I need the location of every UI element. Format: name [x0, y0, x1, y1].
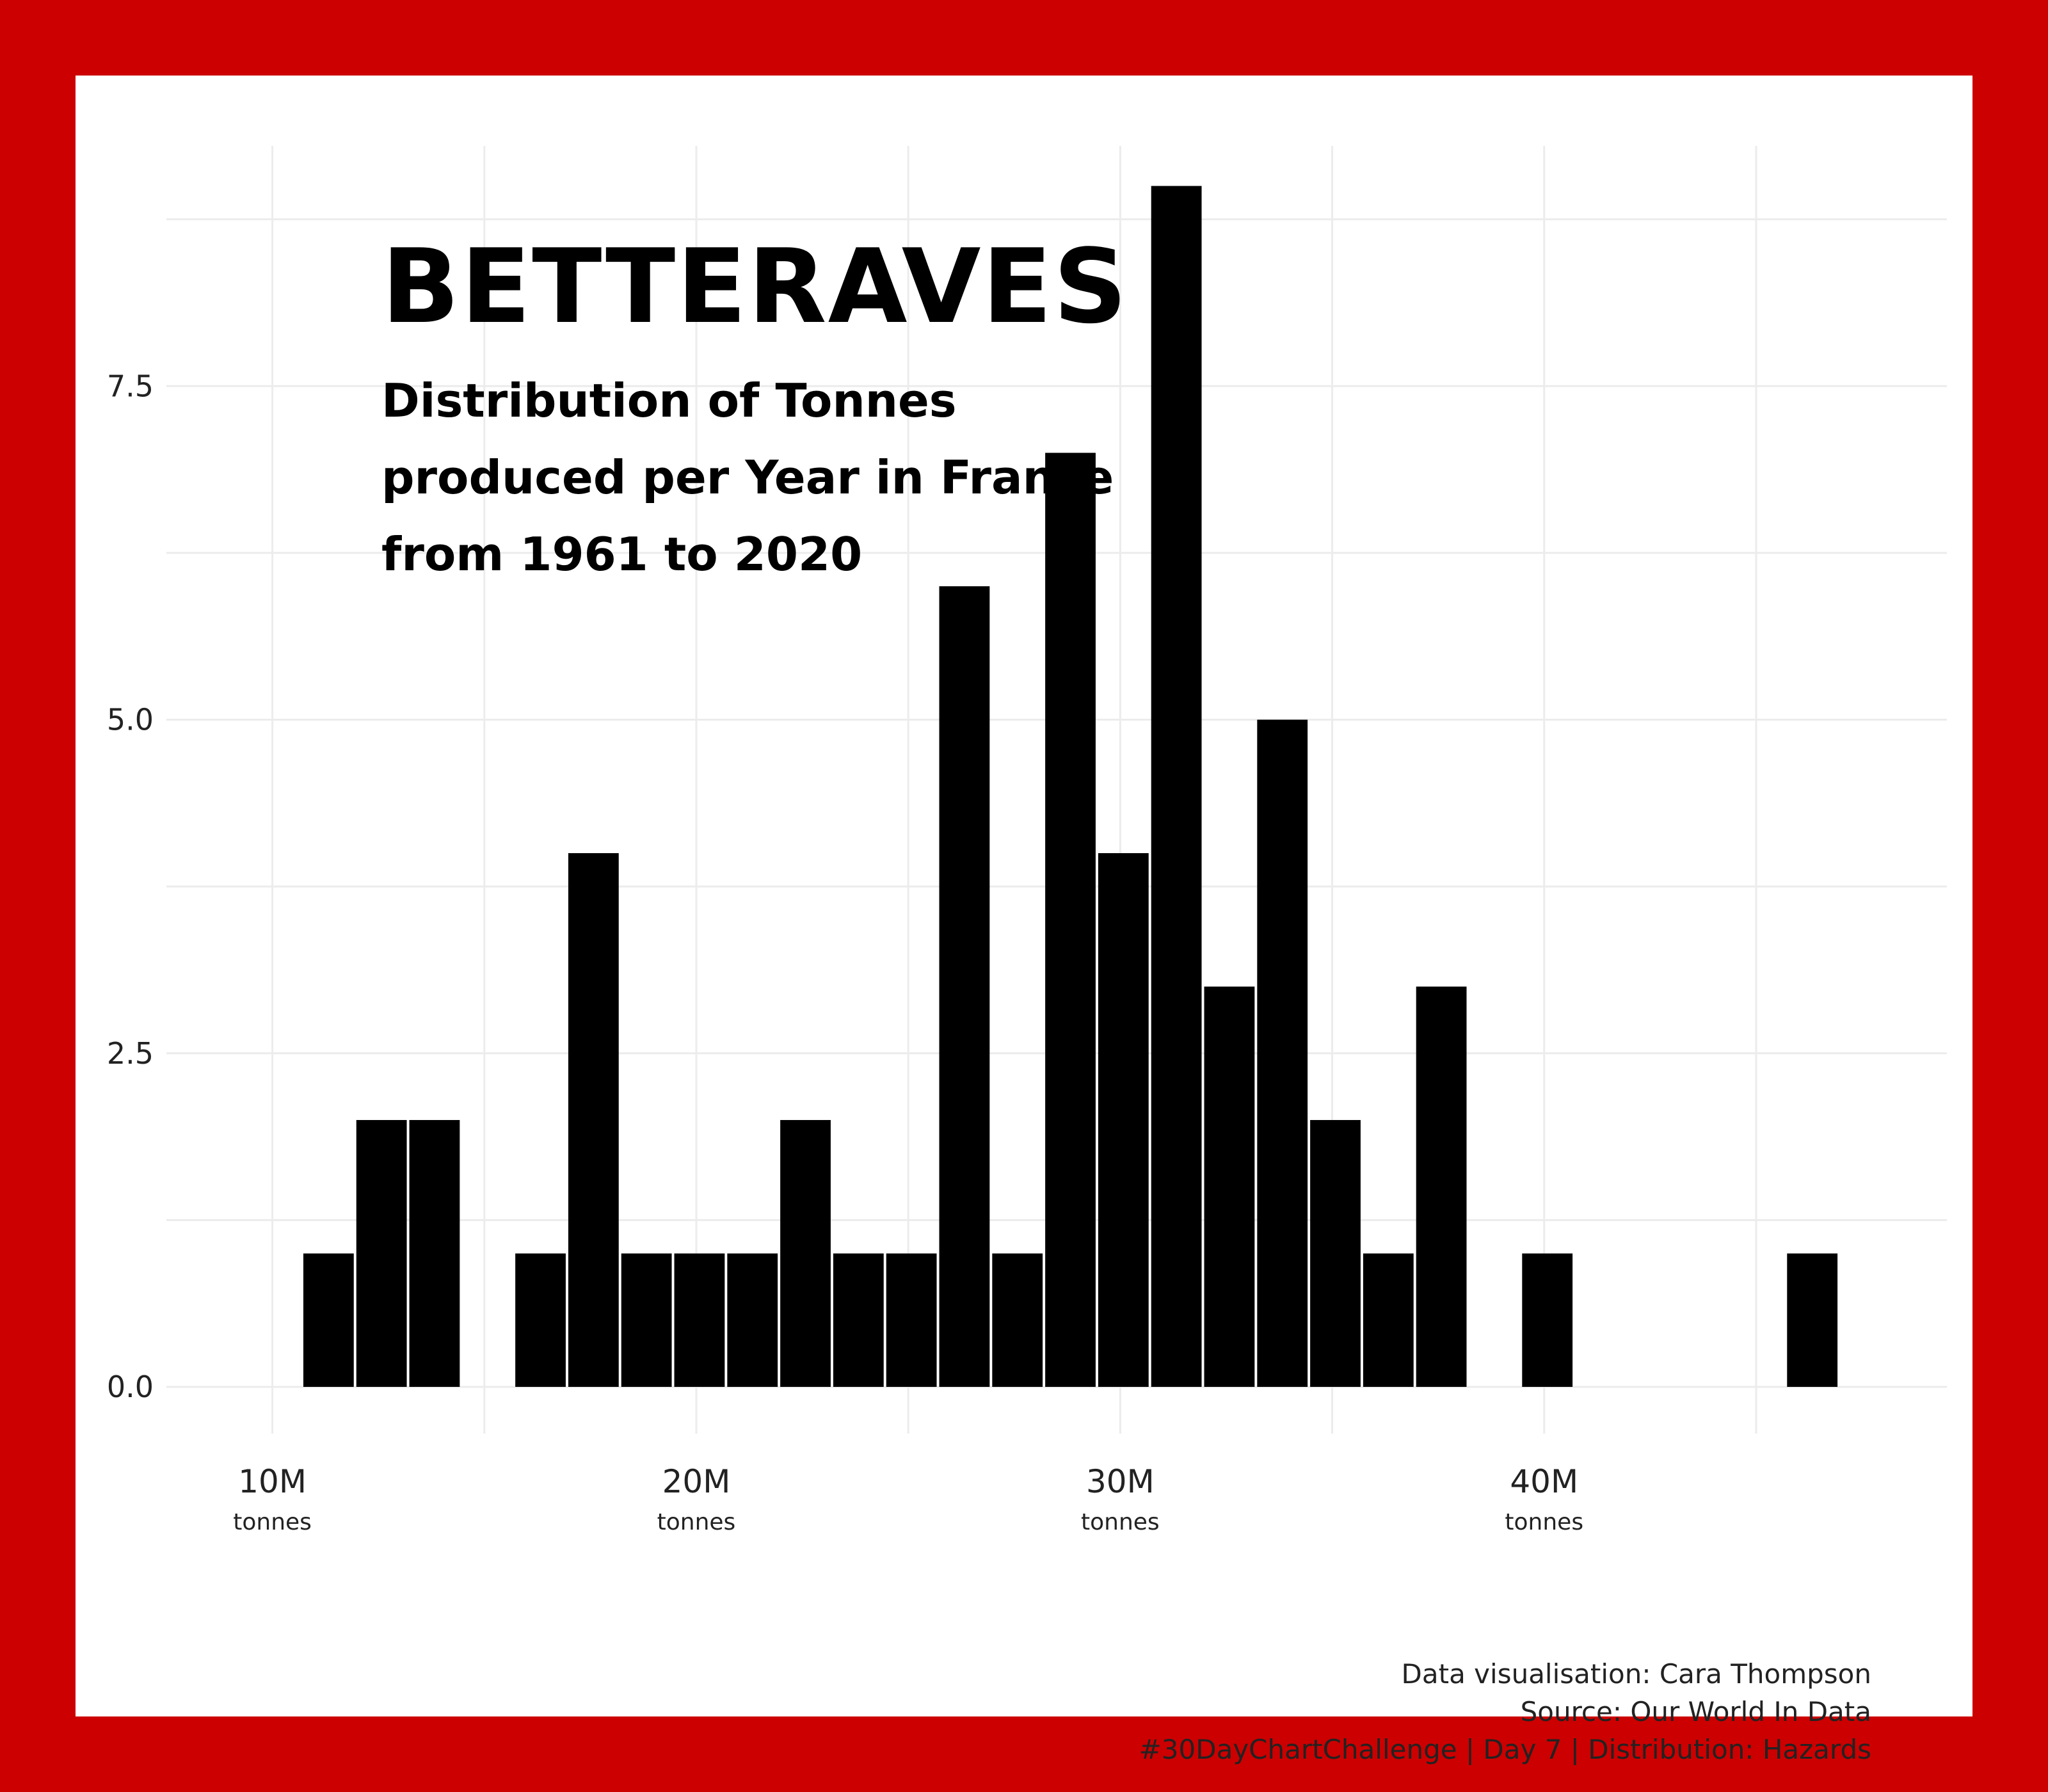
- histogram-bar: [1151, 186, 1202, 1388]
- y-tick-label: 2.5: [107, 1036, 154, 1071]
- histogram-bar: [515, 1253, 566, 1388]
- histogram-bar: [303, 1253, 354, 1388]
- y-tick-label: 7.5: [107, 369, 154, 403]
- histogram-bar: [992, 1253, 1043, 1388]
- x-tick-label: 20M: [662, 1463, 731, 1500]
- histogram-bar: [1522, 1253, 1573, 1388]
- x-tick-unit: tonnes: [657, 1509, 736, 1535]
- histogram-bar: [833, 1253, 884, 1388]
- histogram-bar: [886, 1253, 937, 1388]
- caption-challenge: #30DayChartChallenge | Day 7 | Distribut…: [1139, 1734, 1871, 1765]
- histogram-chart: 0.0 2.5 5.0 7.5 10M tonnes 20M tonnes 30M tonnes…: [107, 146, 1947, 1535]
- x-tick-label: 10M: [238, 1463, 307, 1500]
- histogram-bar: [621, 1253, 672, 1388]
- histogram-bar: [939, 586, 990, 1388]
- chart-title: BETTERAVES: [381, 227, 1129, 346]
- histogram-bar: [1416, 986, 1467, 1388]
- histogram-bar: [1310, 1120, 1361, 1388]
- histogram-bar: [1098, 853, 1149, 1388]
- x-tick-label: 40M: [1510, 1463, 1578, 1500]
- histogram-bar: [727, 1253, 778, 1388]
- y-tick-label: 5.0: [107, 703, 154, 737]
- histogram-bar: [568, 853, 619, 1388]
- x-tick-label: 30M: [1086, 1463, 1155, 1500]
- chart-subtitle: Distribution of Tonnes produced per Year…: [381, 362, 1149, 593]
- histogram-bar: [674, 1253, 725, 1388]
- histogram-bar: [1204, 986, 1255, 1388]
- histogram-bar: [1787, 1253, 1838, 1388]
- x-tick-unit: tonnes: [1081, 1509, 1160, 1535]
- histogram-bar: [1257, 719, 1308, 1388]
- histogram-bars: [303, 186, 1838, 1388]
- x-axis: 10M tonnes 20M tonnes 30M tonnes 40M tonnes: [233, 1463, 1583, 1535]
- histogram-bar: [1045, 452, 1096, 1388]
- x-tick-unit: tonnes: [233, 1509, 312, 1535]
- histogram-bar: [356, 1120, 407, 1388]
- subtitle-line: produced per Year in France: [381, 451, 1114, 504]
- chart-caption: Data visualisation: Cara Thompson Source…: [1139, 1655, 1871, 1768]
- subtitle-line: Distribution of Tonnes: [381, 374, 957, 428]
- chart-frame: 0.0 2.5 5.0 7.5 10M tonnes 20M tonnes 30M tonnes…: [76, 76, 1972, 1765]
- caption-source: Source: Our World In Data: [1520, 1696, 1871, 1727]
- histogram-bar: [780, 1120, 831, 1388]
- caption-credit: Data visualisation: Cara Thompson: [1401, 1658, 1871, 1690]
- histogram-bar: [1363, 1253, 1414, 1388]
- y-tick-label: 0.0: [107, 1370, 154, 1404]
- y-axis: 0.0 2.5 5.0 7.5: [107, 369, 154, 1404]
- x-tick-unit: tonnes: [1505, 1509, 1583, 1535]
- histogram-bar: [409, 1120, 460, 1388]
- subtitle-line: from 1961 to 2020: [381, 527, 863, 581]
